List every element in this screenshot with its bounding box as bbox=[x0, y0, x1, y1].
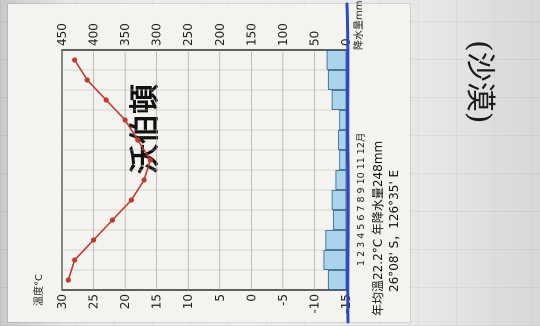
temp-point-12 bbox=[72, 57, 78, 63]
precip-bar-7 bbox=[339, 150, 347, 170]
temp-tick-label: -5 bbox=[276, 294, 290, 306]
temp-point-5 bbox=[128, 197, 135, 203]
temperature-points bbox=[65, 57, 153, 283]
precip-bar-3 bbox=[325, 230, 347, 250]
precip-bar-10 bbox=[331, 90, 347, 110]
precip-tick-label: 150 bbox=[244, 23, 258, 46]
precip-bar-5 bbox=[331, 190, 347, 210]
pen-line bbox=[345, 2, 350, 324]
precip-tick-label: 100 bbox=[276, 23, 290, 46]
temp-point-3 bbox=[90, 237, 97, 243]
temp-tick-label: 5 bbox=[213, 294, 227, 302]
precip-tick-label: 50 bbox=[307, 31, 321, 46]
temp-point-1 bbox=[65, 277, 71, 283]
precip-tick-label: 0 bbox=[339, 38, 353, 46]
temp-unit-label: 溫度°C bbox=[32, 274, 45, 306]
temp-point-8 bbox=[135, 137, 141, 143]
rotated-chart: 溫度°C 降水量mm 沃伯頓 30 25 20 15 10 5 0 -5 -10 -15 450 4… bbox=[32, 1, 401, 316]
temp-point-2 bbox=[72, 257, 78, 263]
temp-tick-label: 0 bbox=[244, 294, 258, 302]
precipitation-bars bbox=[323, 50, 347, 290]
summary-line1: 年均溫22.2°C 年降水量248mm bbox=[371, 141, 385, 316]
precip-tick-label: 450 bbox=[55, 23, 69, 46]
precip-unit-label: 降水量mm bbox=[352, 1, 365, 50]
grid bbox=[61, 50, 347, 290]
summary-line2: 26°08' S，126°35' E bbox=[387, 170, 401, 292]
precip-bar-1 bbox=[327, 270, 347, 290]
month-axis-label: 1 2 3 4 5 6 7 8 9 10 11 12月 bbox=[356, 133, 367, 266]
temp-point-9 bbox=[122, 117, 128, 123]
temp-tick-label: -15 bbox=[339, 294, 353, 314]
precip-bar-9 bbox=[339, 110, 347, 130]
precipitation-tick-labels: 450 400 350 300 250 200 150 100 50 0 bbox=[55, 23, 353, 46]
temp-point-4 bbox=[109, 217, 116, 223]
precip-tick-label: 250 bbox=[181, 23, 195, 46]
temp-tick-label: 15 bbox=[150, 294, 164, 309]
precip-bar-6 bbox=[335, 170, 347, 190]
precip-bar-4 bbox=[332, 210, 347, 230]
temp-point-11 bbox=[84, 77, 90, 83]
temp-point-10 bbox=[103, 97, 109, 103]
precip-bar-12 bbox=[326, 50, 347, 70]
temperature-line bbox=[67, 59, 152, 281]
temp-point-7 bbox=[147, 157, 153, 163]
precip-bar-11 bbox=[327, 70, 347, 90]
temp-tick-label: 10 bbox=[181, 294, 195, 309]
precip-bar-8 bbox=[338, 130, 347, 150]
precip-tick-label: 300 bbox=[150, 23, 164, 46]
temp-tick-label: 25 bbox=[87, 294, 101, 309]
precip-tick-label: 350 bbox=[118, 23, 132, 46]
precip-bar-2 bbox=[323, 250, 347, 270]
temp-tick-label: -10 bbox=[307, 294, 321, 314]
chart-title: 沃伯頓 bbox=[128, 84, 163, 174]
temp-point-6 bbox=[141, 177, 147, 183]
temp-tick-label: 30 bbox=[55, 294, 69, 309]
handwritten-note: (沙漠) bbox=[462, 40, 497, 123]
temperature-tick-labels: 30 25 20 15 10 5 0 -5 -10 -15 bbox=[55, 294, 353, 314]
precip-tick-label: 400 bbox=[87, 23, 101, 46]
precip-tick-label: 200 bbox=[213, 23, 227, 46]
temp-tick-label: 20 bbox=[118, 294, 132, 309]
chart-root: 溫度°C 降水量mm 沃伯頓 30 25 20 15 10 5 0 -5 -10 -15 450 4… bbox=[32, 1, 497, 324]
